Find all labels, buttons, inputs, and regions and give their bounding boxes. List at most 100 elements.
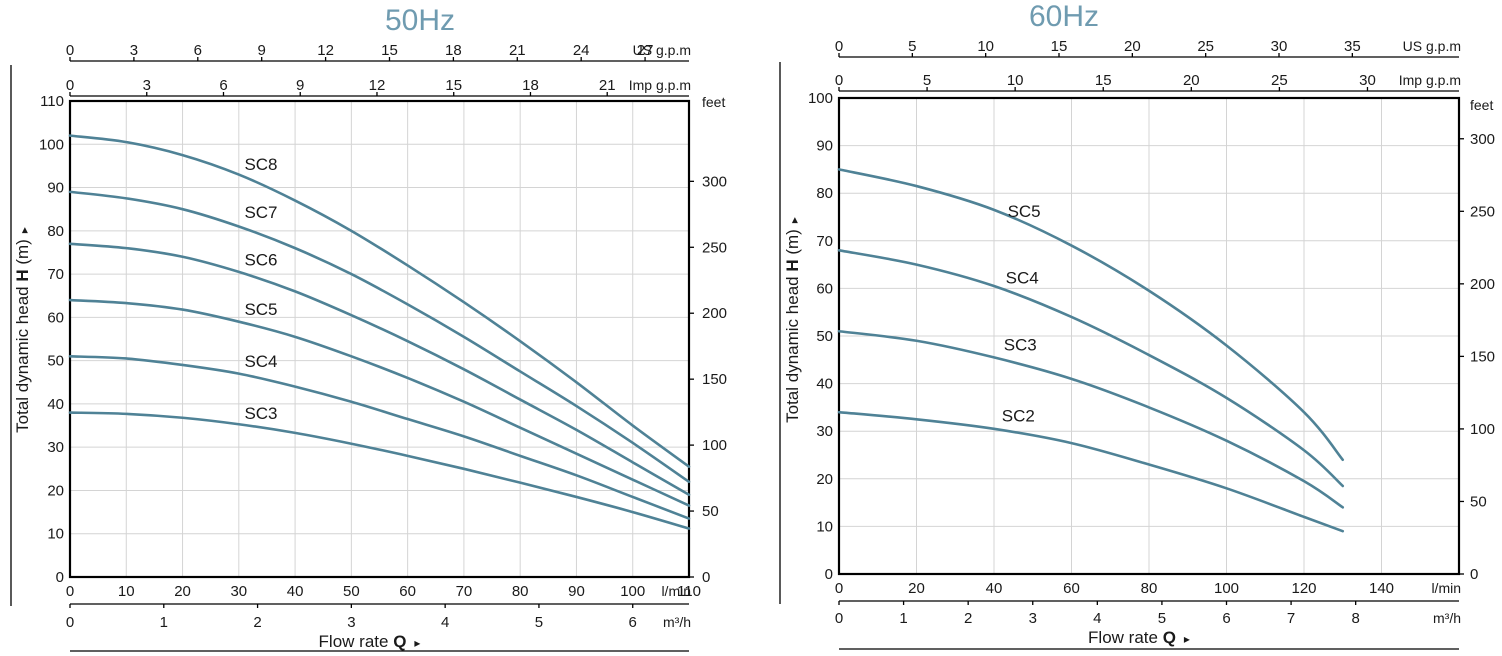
series-label-sc4: SC4 [1006, 269, 1039, 288]
chart-60hz: 60Hz010203040506070809010005010015020025… [779, 0, 1495, 650]
imp-gpm-tick-label: 10 [1007, 72, 1024, 89]
m3h-tick-label: 7 [1287, 610, 1295, 627]
imp-gpm-tick-label: 20 [1183, 72, 1200, 89]
y-tick-label: 60 [816, 280, 833, 297]
curve-sc2 [837, 410, 1345, 533]
y-tick-label: 30 [47, 439, 64, 456]
chart-title: 60Hz [1029, 0, 1099, 33]
y-tick-label: 10 [47, 526, 64, 543]
m3h-tick-label: 5 [1158, 610, 1166, 627]
x-tick-label: 100 [620, 583, 645, 600]
us-gpm-tick-label: 25 [1197, 38, 1214, 55]
series-label-sc8: SC8 [244, 155, 277, 174]
us-gpm-tick-label: 10 [977, 38, 994, 55]
us-gpm-tick-label: 5 [908, 38, 916, 55]
grid [70, 101, 689, 577]
x-tick-label: 60 [1063, 580, 1080, 597]
m3h-tick-label: 1 [160, 614, 168, 631]
imp-gpm-unit-label: Imp g.p.m [629, 77, 691, 93]
curve-sc3 [68, 411, 691, 530]
plot-frame [68, 99, 691, 579]
feet-tick-label: 250 [1470, 203, 1495, 220]
m3h-tick-label: 4 [1093, 610, 1101, 627]
series-label-sc5: SC5 [244, 300, 277, 319]
x-tick-label: 90 [568, 583, 585, 600]
us-gpm-tick-label: 18 [445, 42, 462, 59]
curve-sc3 [837, 329, 1345, 509]
y-tick-label: 10 [816, 518, 833, 535]
x-axis-label: Flow rate Q ▸ [1088, 628, 1190, 647]
us-gpm-unit-label: US g.p.m [633, 42, 691, 58]
us-gpm-tick-label: 0 [66, 42, 74, 59]
series-label-sc7: SC7 [244, 203, 277, 222]
y-tick-label: 110 [40, 93, 64, 110]
chart-title: 50Hz [385, 4, 455, 37]
feet-tick-label: 0 [1470, 566, 1478, 583]
us-gpm-tick-label: 6 [194, 42, 202, 59]
curve-sc8 [68, 134, 691, 468]
x-tick-label: 120 [1291, 580, 1316, 597]
x-tick-label: 100 [1214, 580, 1239, 597]
us-gpm-tick-label: 12 [317, 42, 334, 59]
m3h-tick-label: 2 [253, 614, 261, 631]
y-tick-label: 100 [808, 90, 833, 107]
lmin-unit-label: l/min [1431, 580, 1461, 596]
x-tick-label: 20 [908, 580, 925, 597]
x-tick-label: 80 [1141, 580, 1158, 597]
x-tick-label: 0 [66, 583, 74, 600]
y-tick-label: 60 [47, 309, 64, 326]
m3h-tick-label: 6 [629, 614, 637, 631]
m3h-tick-label: 0 [66, 614, 74, 631]
feet-tick-label: 300 [702, 173, 727, 190]
feet-tick-label: 50 [1470, 493, 1487, 510]
y-tick-label: 70 [816, 233, 833, 250]
x-tick-label: 50 [343, 583, 360, 600]
us-gpm-unit-label: US g.p.m [1403, 38, 1461, 54]
imp-gpm-tick-label: 30 [1359, 72, 1376, 89]
us-gpm-tick-label: 35 [1344, 38, 1361, 55]
feet-tick-label: 200 [1470, 276, 1495, 293]
feet-tick-label: 100 [702, 437, 727, 454]
y-tick-label: 40 [816, 376, 833, 393]
x-tick-label: 110 [677, 583, 701, 600]
m3h-tick-label: 1 [899, 610, 907, 627]
feet-tick-label: 150 [1470, 348, 1495, 365]
y-tick-label: 30 [816, 423, 833, 440]
y-tick-label: 50 [47, 353, 64, 370]
x-tick-label: 30 [230, 583, 247, 600]
x-axis-label: Flow rate Q ▸ [319, 632, 421, 651]
imp-gpm-tick-label: 6 [219, 77, 227, 94]
x-tick-label: 10 [118, 583, 135, 600]
curve-sc5 [68, 298, 691, 507]
us-gpm-tick-label: 21 [509, 42, 526, 59]
us-gpm-tick-label: 24 [573, 42, 590, 59]
m3h-tick-label: 0 [835, 610, 843, 627]
feet-tick-label: 100 [1470, 421, 1495, 438]
m3h-unit-label: m³/h [663, 614, 691, 630]
feet-tick-label: 50 [702, 503, 719, 520]
grid [839, 98, 1459, 574]
imp-gpm-tick-label: 25 [1271, 72, 1288, 89]
y-tick-label: 70 [47, 266, 64, 283]
y-tick-label: 40 [47, 396, 64, 413]
series-label-sc3: SC3 [244, 404, 277, 423]
us-gpm-tick-label: 30 [1271, 38, 1288, 55]
x-tick-label: 140 [1369, 580, 1394, 597]
m3h-tick-label: 5 [535, 614, 543, 631]
feet-tick-label: 300 [1470, 131, 1495, 148]
y-tick-label: 90 [47, 180, 64, 197]
feet-unit-label: feet [1470, 97, 1493, 113]
x-tick-label: 40 [986, 580, 1003, 597]
x-tick-label: 40 [287, 583, 304, 600]
feet-tick-label: 200 [702, 305, 727, 322]
curve-sc4 [68, 355, 691, 520]
imp-gpm-tick-label: 21 [599, 77, 616, 94]
curve-sc6 [68, 242, 691, 497]
series-label-sc4: SC4 [244, 352, 277, 371]
feet-tick-label: 250 [702, 239, 727, 256]
imp-gpm-tick-label: 5 [923, 72, 931, 89]
series-label-sc5: SC5 [1008, 202, 1041, 221]
m3h-tick-label: 2 [964, 610, 972, 627]
y-axis-label: Total dynamic head H (m)▸ [783, 217, 802, 423]
lmin-unit-label: l/min [661, 583, 691, 599]
